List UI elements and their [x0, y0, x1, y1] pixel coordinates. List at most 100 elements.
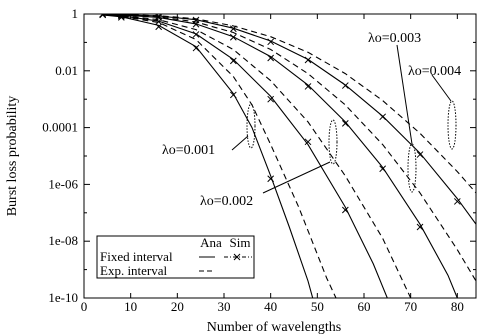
legend-label-exp: Exp. interval	[100, 263, 168, 278]
series-point-fixed-sim-0004	[341, 82, 349, 89]
series-line-exp-ana-0002	[102, 14, 412, 298]
y-tick-label: 1e-08	[48, 233, 78, 248]
x-tick-label: 70	[404, 299, 417, 314]
series-point-fixed-sim-0003	[267, 54, 275, 62]
tick-label-layer: 0 10 20 30 40 50 60 70 80 1 0.01 0.0001 1e-06 1e-08 1e…	[42, 6, 464, 314]
axis-layer	[83, 13, 477, 299]
series-point-fixed-sim-0001	[192, 44, 200, 52]
series-point-fixed-sim-0003	[341, 119, 349, 127]
y-tick-label: 0.0001	[42, 120, 78, 135]
annotation-leader	[262, 161, 331, 194]
annotation-leader	[396, 44, 413, 145]
point-marker-stroke	[267, 54, 275, 62]
x-tick-label: 40	[264, 299, 277, 314]
point-marker-stroke	[117, 14, 125, 20]
point-marker-stroke	[117, 14, 123, 19]
series-line-exp-ana-0004	[102, 14, 476, 194]
point-marker-stroke	[229, 91, 237, 99]
annotation-ellipse	[246, 103, 256, 149]
point-marker-stroke	[379, 113, 387, 121]
point-marker-stroke	[416, 151, 424, 158]
annotation-label-lambda-0003: λo=0.003	[368, 31, 421, 46]
series-point-fixed-sim-0004	[416, 151, 424, 158]
point-marker-stroke	[192, 16, 200, 24]
annotation-ellipse	[407, 143, 417, 193]
x-tick-label: 50	[311, 299, 324, 314]
point-marker-stroke	[192, 31, 200, 38]
y-tick-label: 1	[72, 6, 79, 21]
point-marker-stroke	[267, 38, 275, 46]
series-point-fixed-sim-0003	[304, 83, 312, 90]
point-marker-stroke	[155, 23, 163, 31]
point-marker-stroke	[304, 83, 312, 90]
annotation-lambda-0003: λo=0.003	[368, 31, 421, 193]
point-marker-stroke	[267, 95, 275, 103]
x-tick-label: 80	[451, 299, 464, 314]
series-group	[99, 14, 476, 298]
point-marker-stroke	[192, 44, 200, 52]
series-point-fixed-sim-0003	[416, 223, 424, 231]
x-tick-label: 60	[358, 299, 371, 314]
series-line-exp-ana-0003	[102, 14, 476, 282]
series-line-fixed-ana-0004	[102, 14, 476, 225]
series-point-fixed-sim-0004	[453, 198, 461, 205]
y-tick-label: 1e-10	[48, 290, 78, 305]
annotation-ellipse	[447, 100, 457, 150]
series-point-fixed-sim-0002	[229, 57, 237, 65]
annotation-lambda-0002: λo=0.002	[200, 119, 338, 209]
point-marker-stroke	[416, 223, 424, 231]
legend-header-ana: Ana	[200, 235, 222, 250]
point-marker-stroke	[229, 57, 237, 65]
x-tick-label: 20	[171, 299, 184, 314]
legend: Ana Sim Fixed interval Exp. interval	[96, 235, 255, 279]
point-marker-stroke	[341, 82, 349, 89]
series-line-fixed-ana-0002	[102, 14, 388, 298]
annotation-lambda-0004: λo=0.004	[408, 64, 461, 150]
series-line-fixed-ana-0001	[102, 14, 314, 298]
x-tick-label: 10	[124, 299, 137, 314]
series-point-fixed-sim-0002	[192, 31, 200, 38]
legend-fixed-sim-marker	[233, 253, 241, 261]
x-axis-title: Number of wavelengths	[207, 320, 342, 335]
series-point-fixed-sim-0001	[267, 175, 275, 183]
annotation-label-lambda-0004: λo=0.004	[408, 64, 461, 79]
point-marker-stroke	[379, 165, 387, 173]
annotation-label-lambda-0001: λo=0.001	[162, 143, 215, 158]
series-point-fixed-sim-0002	[117, 14, 125, 20]
series-point-fixed-sim-0004	[192, 16, 200, 24]
point-marker-stroke	[453, 198, 461, 205]
annotation-lambda-0001: λo=0.001	[162, 103, 256, 158]
annotation-leader	[231, 135, 249, 151]
series-point-fixed-sim-0002	[267, 95, 275, 103]
series-point-fixed-sim-0002	[341, 206, 349, 214]
y-tick-label: 1e-06	[48, 176, 78, 191]
point-marker-stroke	[341, 119, 349, 127]
point-marker-stroke	[341, 206, 349, 214]
point-marker-stroke	[229, 25, 237, 33]
legend-header-sim: Sim	[230, 235, 251, 250]
y-tick-label: 0.01	[55, 63, 78, 78]
series-point-fixed-sim-0003	[379, 165, 387, 173]
series-line-exp-ana-0001	[102, 14, 337, 298]
annotation-ellipse	[328, 119, 338, 165]
point-marker-stroke	[304, 56, 312, 64]
series-line-fixed-ana-0003	[102, 14, 458, 298]
x-tick-label: 30	[218, 299, 231, 314]
series-point-fixed-sim-0001	[229, 91, 237, 99]
series-point-fixed-sim-0004	[267, 38, 275, 46]
series-point-fixed-sim-0004	[229, 25, 237, 33]
annotation-label-lambda-0002: λo=0.002	[200, 194, 253, 209]
point-marker-stroke	[267, 175, 275, 183]
point-marker-stroke	[229, 33, 237, 41]
y-axis-title: Burst loss probability	[5, 96, 20, 217]
series-point-fixed-sim-0004	[304, 56, 312, 64]
series-point-fixed-sim-0004	[117, 14, 125, 19]
point-marker-stroke	[304, 138, 312, 146]
series-point-fixed-sim-0003	[229, 33, 237, 41]
legend-label-fixed: Fixed interval	[100, 249, 173, 264]
annotation-leader	[431, 74, 452, 102]
series-point-fixed-sim-0001	[155, 23, 163, 31]
series-point-fixed-sim-0004	[379, 113, 387, 121]
series-layer	[99, 14, 476, 298]
